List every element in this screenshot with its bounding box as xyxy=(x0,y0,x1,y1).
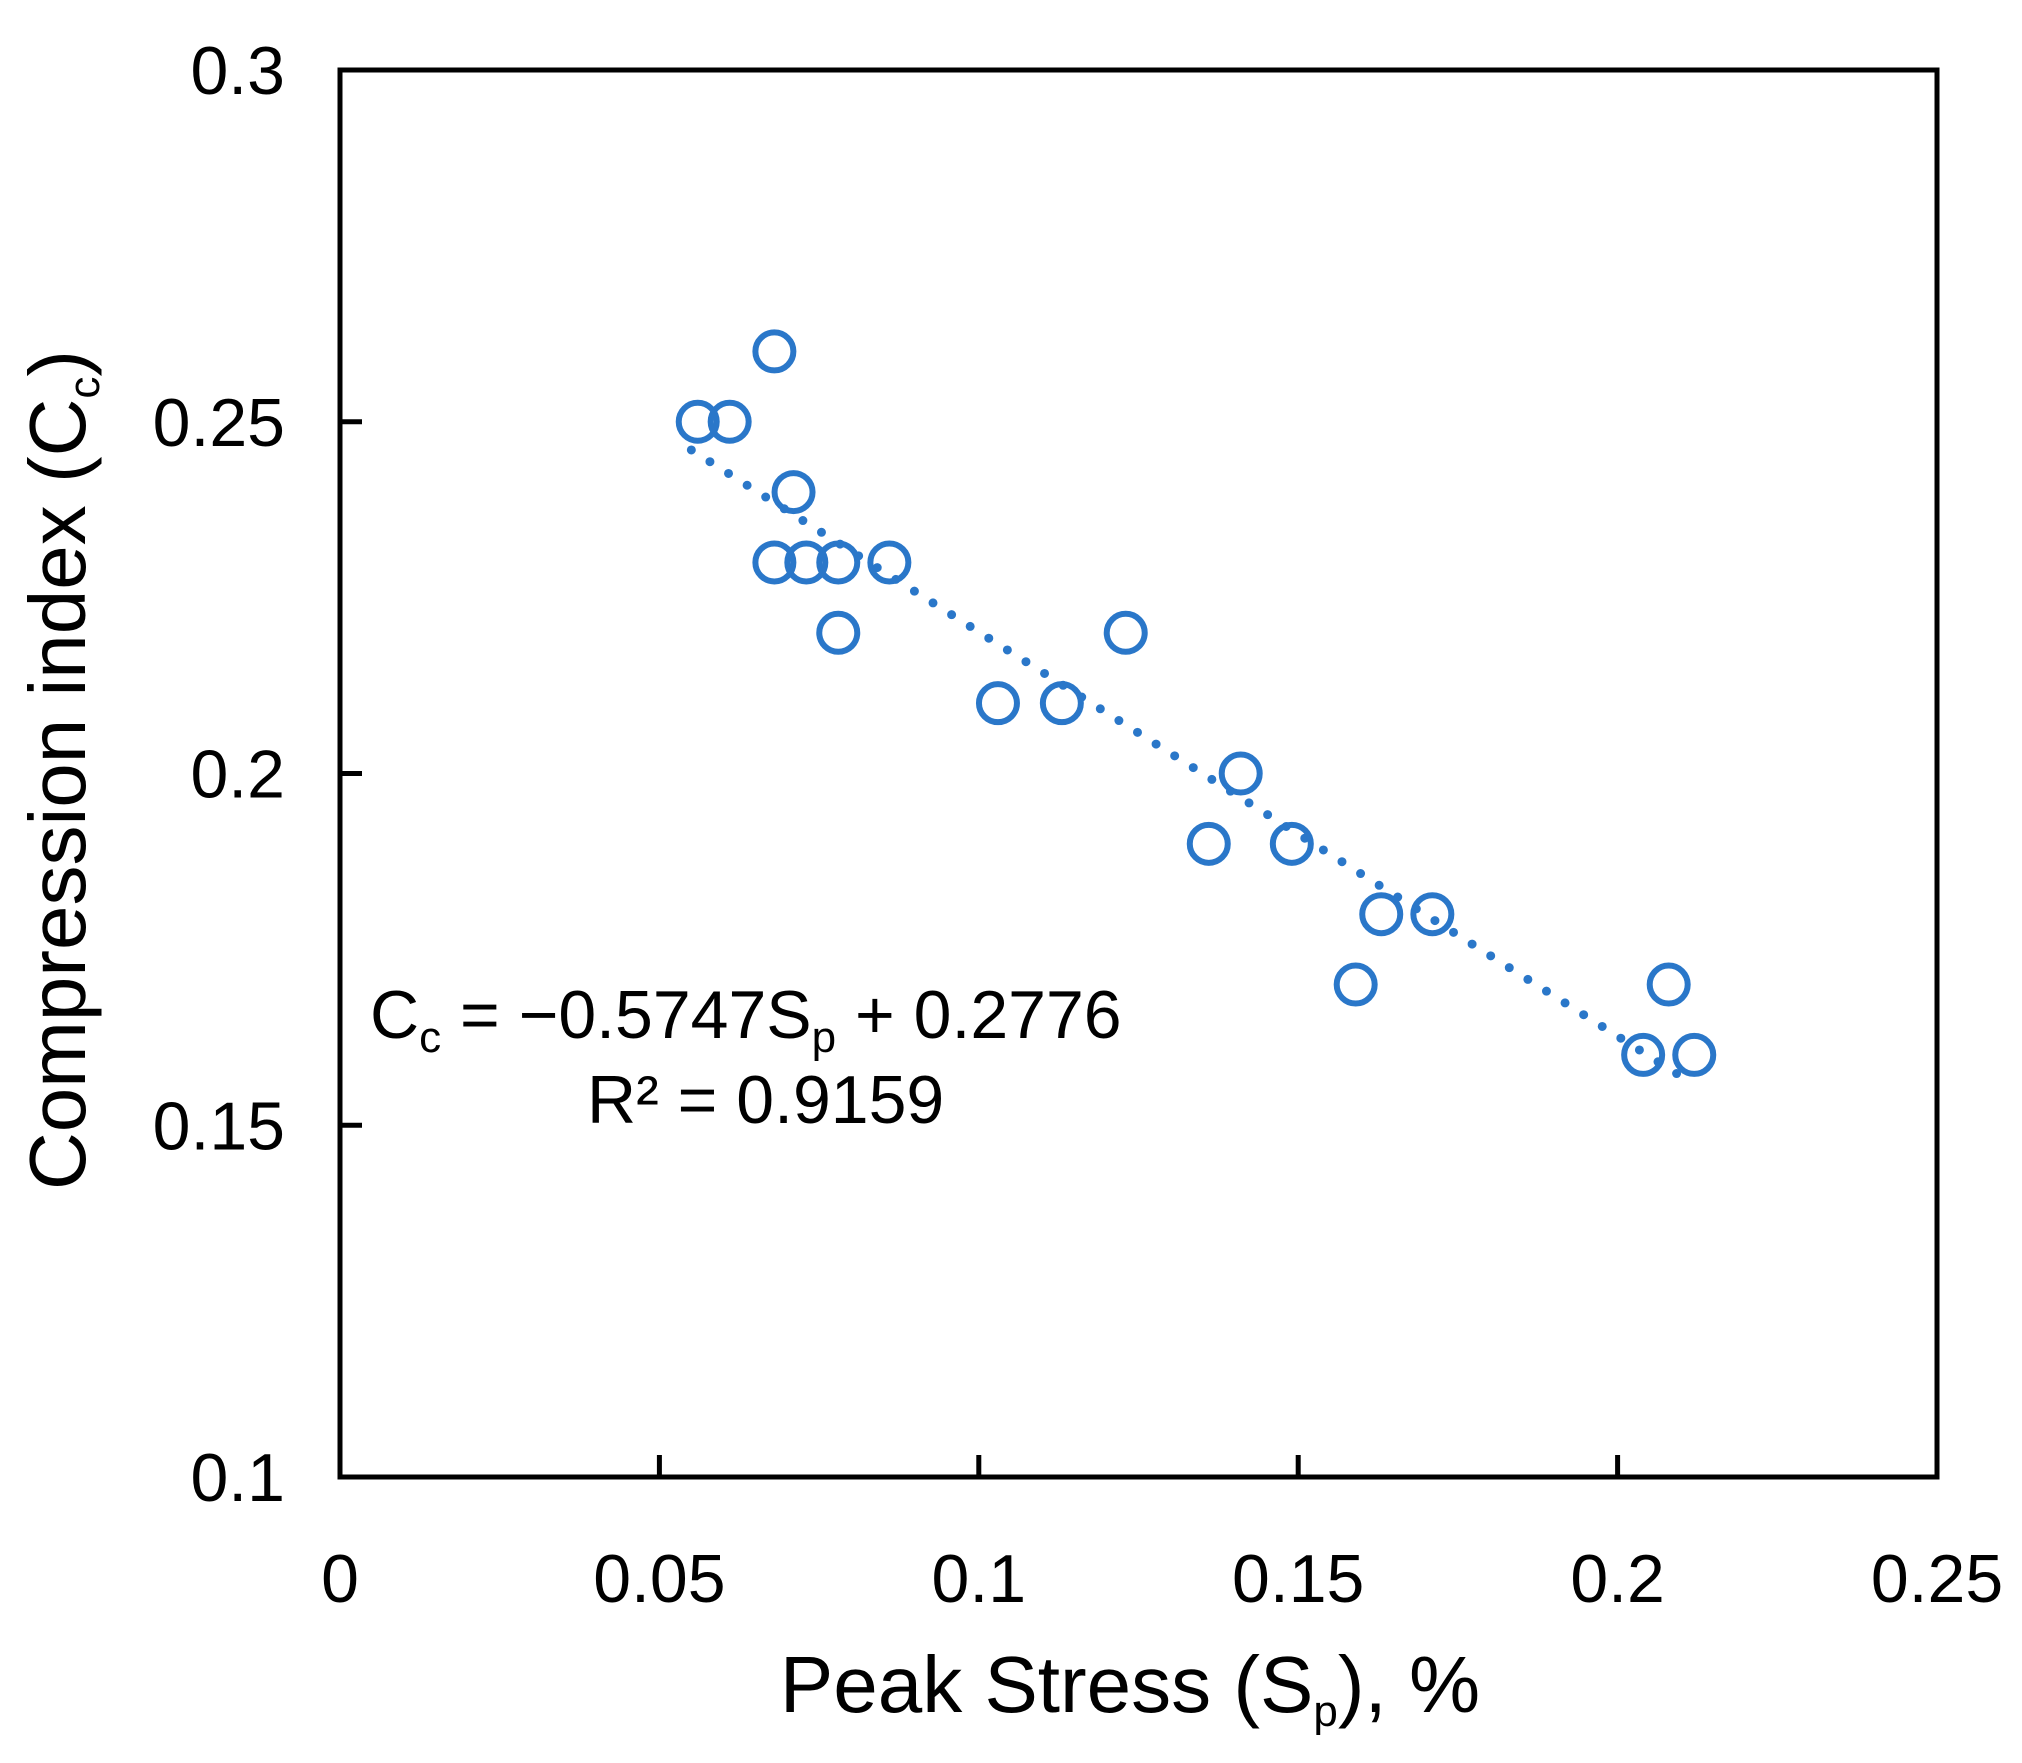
y-tick-label: 0.1 xyxy=(190,1440,285,1516)
y-axis-title: Compression index (Cc) xyxy=(13,350,109,1190)
data-point xyxy=(1039,681,1084,726)
data-points xyxy=(675,329,1717,1077)
data-point xyxy=(752,329,797,374)
data-point xyxy=(867,540,912,585)
data-point xyxy=(707,399,752,444)
data-point xyxy=(816,610,861,655)
data-point xyxy=(816,540,861,585)
data-point xyxy=(784,540,829,585)
data-point xyxy=(1269,821,1314,866)
r-squared-label: R² = 0.9159 xyxy=(587,1062,944,1138)
plot-frame xyxy=(337,67,1940,1480)
data-point xyxy=(1333,962,1378,1007)
data-point xyxy=(1186,821,1231,866)
data-point xyxy=(1359,892,1404,937)
data-point xyxy=(1646,962,1691,1007)
x-axis-title: Peak Stress (Sp), % xyxy=(780,1640,1480,1736)
y-axis-ticks: 0.1 0.15 0.2 0.25 0.3 xyxy=(153,33,362,1516)
x-tick-label: 0.15 xyxy=(1232,1541,1364,1617)
regression-equation: Cc = −0.5747Sp + 0.2776 xyxy=(370,977,1122,1062)
data-point xyxy=(771,470,816,515)
x-tick-label: 0 xyxy=(321,1541,359,1617)
data-point xyxy=(1103,610,1148,655)
data-point xyxy=(752,540,797,585)
data-point xyxy=(975,681,1020,726)
data-point xyxy=(1672,1032,1717,1077)
y-tick-label: 0.15 xyxy=(153,1088,285,1164)
data-point xyxy=(1218,751,1263,796)
y-tick-label: 0.25 xyxy=(153,385,285,461)
data-point xyxy=(1621,1032,1666,1077)
x-tick-label: 0.05 xyxy=(593,1541,725,1617)
x-axis-ticks: 0 0.05 0.1 0.15 0.2 0.25 xyxy=(321,1455,2003,1617)
x-tick-label: 0.2 xyxy=(1570,1541,1665,1617)
x-tick-label: 0.25 xyxy=(1871,1541,2003,1617)
x-tick-label: 0.1 xyxy=(932,1541,1027,1617)
data-point xyxy=(1410,892,1455,937)
data-point xyxy=(675,399,720,444)
y-tick-label: 0.2 xyxy=(190,737,285,813)
y-tick-label: 0.3 xyxy=(190,33,285,109)
